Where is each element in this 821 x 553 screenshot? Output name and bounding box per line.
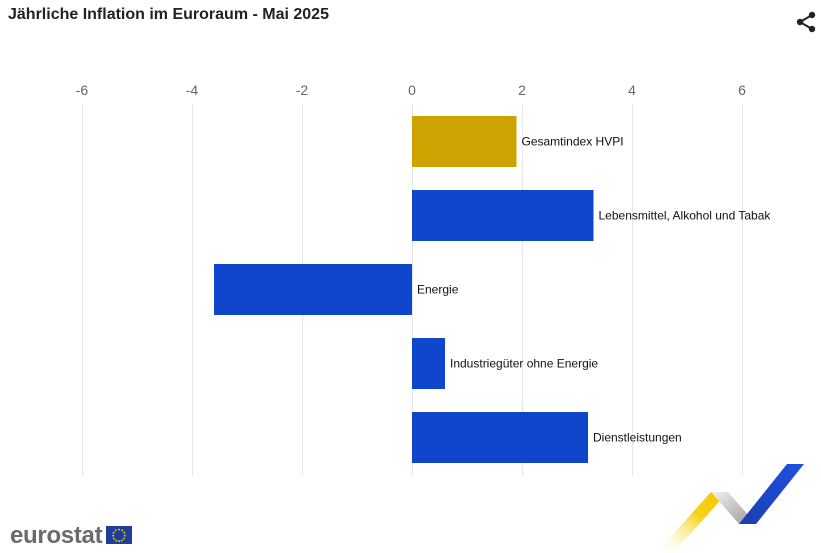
x-tick-label: 6 bbox=[738, 82, 746, 98]
x-tick-label: -4 bbox=[186, 82, 199, 98]
bar[interactable] bbox=[412, 116, 517, 167]
bar-label: Industriegüter ohne Energie bbox=[450, 357, 598, 371]
bar[interactable] bbox=[214, 264, 412, 315]
chart-title: Jährliche Inflation im Euroraum - Mai 20… bbox=[8, 6, 329, 23]
bar-labels: Gesamtindex HVPI Lebensmittel, Alkohol un… bbox=[417, 135, 771, 445]
x-tick-label: 4 bbox=[628, 82, 636, 98]
x-tick-label: -2 bbox=[296, 82, 309, 98]
bar[interactable] bbox=[412, 412, 588, 463]
x-tick-label: 0 bbox=[408, 82, 416, 98]
share-icon[interactable] bbox=[794, 10, 818, 34]
bar-label: Lebensmittel, Alkohol und Tabak bbox=[599, 209, 772, 223]
x-tick-label: -6 bbox=[76, 82, 89, 98]
eu-flag-icon bbox=[106, 526, 132, 544]
bar-label: Energie bbox=[417, 283, 459, 297]
bars bbox=[214, 116, 594, 463]
bar-chart: -6 -4 -2 0 2 4 6 Gesamtindex HVPI Lebensmittel,… bbox=[76, 82, 771, 476]
decorative-ribbon-graphic bbox=[656, 464, 804, 553]
eurostat-logo: eurostat bbox=[10, 522, 103, 549]
bar-label: Dienstleistungen bbox=[593, 431, 682, 445]
x-axis-ticks: -6 -4 -2 0 2 4 6 bbox=[76, 82, 746, 98]
x-tick-label: 2 bbox=[518, 82, 526, 98]
bar[interactable] bbox=[412, 190, 594, 241]
bar[interactable] bbox=[412, 338, 445, 389]
bar-label: Gesamtindex HVPI bbox=[522, 135, 624, 149]
